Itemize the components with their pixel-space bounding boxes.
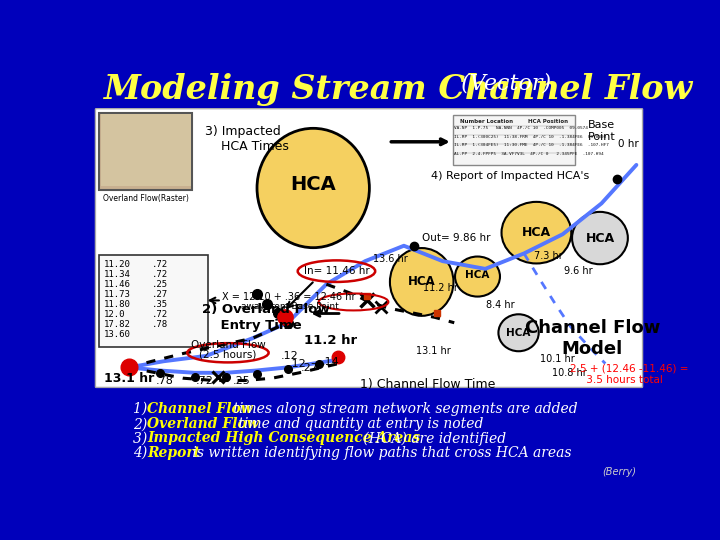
Text: Impacted High Consequence Areas: Impacted High Consequence Areas bbox=[147, 431, 420, 446]
Text: Base
Point: Base Point bbox=[588, 120, 616, 142]
Text: 10.8 hr: 10.8 hr bbox=[552, 368, 586, 378]
Text: 13.1 hr: 13.1 hr bbox=[416, 346, 451, 356]
Text: 0 hr: 0 hr bbox=[618, 139, 639, 148]
Text: .12: .12 bbox=[289, 359, 307, 369]
Text: Overland Flow(Raster): Overland Flow(Raster) bbox=[103, 194, 189, 203]
Text: time and quantity at entry is noted: time and quantity at entry is noted bbox=[234, 417, 483, 431]
Text: AL-PP  2.4.FPFP5  3A.VF7V3L  4P./C 0   2.345PFE  -107.H94: AL-PP 2.4.FPFP5 3A.VF7V3L 4P./C 0 2.345P… bbox=[454, 152, 604, 156]
Text: .72: .72 bbox=[152, 271, 168, 279]
Text: 17.82: 17.82 bbox=[104, 320, 131, 329]
Text: IL-RP  1.(304FE5)  11:30.FME  4P./C 10  -1.384FE6  -107.HF7: IL-RP 1.(304FE5) 11:30.FME 4P./C 10 -1.3… bbox=[454, 143, 609, 147]
Text: Channel Flow: Channel Flow bbox=[147, 402, 253, 416]
Text: Modeling Stream Channel Flow: Modeling Stream Channel Flow bbox=[104, 72, 693, 105]
Text: Channel Flow
Model: Channel Flow Model bbox=[524, 319, 660, 357]
Text: 4) Report of Impacted HCA's: 4) Report of Impacted HCA's bbox=[431, 171, 589, 181]
Text: 2.5 + (12.46 -11.46) =
     3.5 hours total: 2.5 + (12.46 -11.46) = 3.5 hours total bbox=[570, 363, 689, 385]
Text: VA-NP  1.P.75   NA.NNN  4P./C 10  -COMP005  09.0574: VA-NP 1.P.75 NA.NNN 4P./C 10 -COMP005 09… bbox=[454, 126, 588, 130]
Text: .25: .25 bbox=[233, 376, 250, 386]
Text: 7.3 hr: 7.3 hr bbox=[534, 251, 563, 261]
Text: 11.34: 11.34 bbox=[104, 271, 131, 279]
FancyBboxPatch shape bbox=[101, 114, 191, 186]
Text: .72: .72 bbox=[152, 310, 168, 320]
Text: HCA: HCA bbox=[522, 226, 551, 239]
Text: 3): 3) bbox=[132, 431, 151, 446]
Ellipse shape bbox=[498, 314, 539, 351]
Text: HCA: HCA bbox=[585, 232, 614, 245]
Text: HCA: HCA bbox=[290, 174, 336, 194]
Text: .27: .27 bbox=[152, 291, 168, 299]
FancyBboxPatch shape bbox=[99, 112, 192, 190]
Text: .14: .14 bbox=[321, 357, 339, 367]
Text: X = 12.10 + .36 = 12.46 hr: X = 12.10 + .36 = 12.46 hr bbox=[222, 292, 355, 302]
Text: 11.80: 11.80 bbox=[104, 300, 131, 309]
Text: .25: .25 bbox=[152, 280, 168, 289]
Text: 1) Channel Flow Time: 1) Channel Flow Time bbox=[360, 378, 495, 391]
Text: 1): 1) bbox=[132, 402, 151, 416]
Text: .27: .27 bbox=[300, 363, 318, 373]
Text: .78: .78 bbox=[156, 376, 174, 386]
FancyBboxPatch shape bbox=[99, 255, 208, 347]
Text: away from Base Point: away from Base Point bbox=[241, 302, 339, 311]
Text: In= 11.46 hr: In= 11.46 hr bbox=[304, 266, 369, 276]
Text: 2) Overland Flow
    Entry Time: 2) Overland Flow Entry Time bbox=[202, 303, 330, 332]
Text: 13.1 hr: 13.1 hr bbox=[104, 373, 154, 386]
Text: (Berry): (Berry) bbox=[603, 467, 636, 477]
FancyBboxPatch shape bbox=[96, 109, 642, 387]
Ellipse shape bbox=[502, 202, 571, 264]
Text: 13.6 hr: 13.6 hr bbox=[374, 254, 408, 264]
Text: 11.20: 11.20 bbox=[104, 260, 131, 269]
Text: times along stream network segments are added: times along stream network segments are … bbox=[229, 402, 577, 416]
Ellipse shape bbox=[257, 129, 369, 248]
Text: HCA: HCA bbox=[465, 270, 490, 280]
Text: (HCA) are identified: (HCA) are identified bbox=[359, 431, 506, 446]
Text: 3) Impacted
    HCA Times: 3) Impacted HCA Times bbox=[204, 125, 289, 153]
Ellipse shape bbox=[572, 212, 628, 264]
Text: is written identifying flow paths that cross HCA areas: is written identifying flow paths that c… bbox=[188, 446, 572, 460]
Text: 11.2 hr: 11.2 hr bbox=[423, 283, 458, 293]
Text: 4): 4) bbox=[132, 446, 151, 460]
Text: 11.73: 11.73 bbox=[104, 291, 131, 299]
Text: 10.1 hr: 10.1 hr bbox=[540, 354, 575, 364]
Text: Overland Flow: Overland Flow bbox=[147, 417, 258, 431]
Text: 2): 2) bbox=[132, 417, 151, 431]
Text: 8.4 hr: 8.4 hr bbox=[487, 300, 515, 310]
Text: .72: .72 bbox=[196, 376, 214, 386]
Text: 9.6 hr: 9.6 hr bbox=[564, 266, 593, 276]
Text: 13.60: 13.60 bbox=[104, 330, 131, 340]
Text: Number Location        HCA Position: Number Location HCA Position bbox=[460, 119, 568, 124]
Text: .72: .72 bbox=[152, 260, 168, 269]
Text: .35: .35 bbox=[152, 300, 168, 309]
Text: Report: Report bbox=[147, 446, 200, 460]
Ellipse shape bbox=[390, 248, 454, 316]
Text: 11.46: 11.46 bbox=[104, 280, 131, 289]
Text: HCA: HCA bbox=[408, 275, 436, 288]
Text: .12: .12 bbox=[280, 351, 298, 361]
Ellipse shape bbox=[455, 256, 500, 296]
Text: (Vector): (Vector) bbox=[454, 72, 552, 94]
Text: (2.5 hours): (2.5 hours) bbox=[199, 350, 256, 360]
FancyBboxPatch shape bbox=[453, 115, 575, 165]
Text: IL-RP  1.(300C25)  11:38.FRM  4P./C 10  -1.384FE6  09.0398: IL-RP 1.(300C25) 11:38.FRM 4P./C 10 -1.3… bbox=[454, 135, 606, 139]
Text: 11.2 hr: 11.2 hr bbox=[304, 334, 357, 347]
Text: .78: .78 bbox=[152, 320, 168, 329]
Text: Out= 9.86 hr: Out= 9.86 hr bbox=[422, 233, 490, 243]
Text: 12.0: 12.0 bbox=[104, 310, 125, 320]
Text: Overland Flow: Overland Flow bbox=[191, 340, 266, 350]
Text: HCA: HCA bbox=[506, 328, 531, 338]
